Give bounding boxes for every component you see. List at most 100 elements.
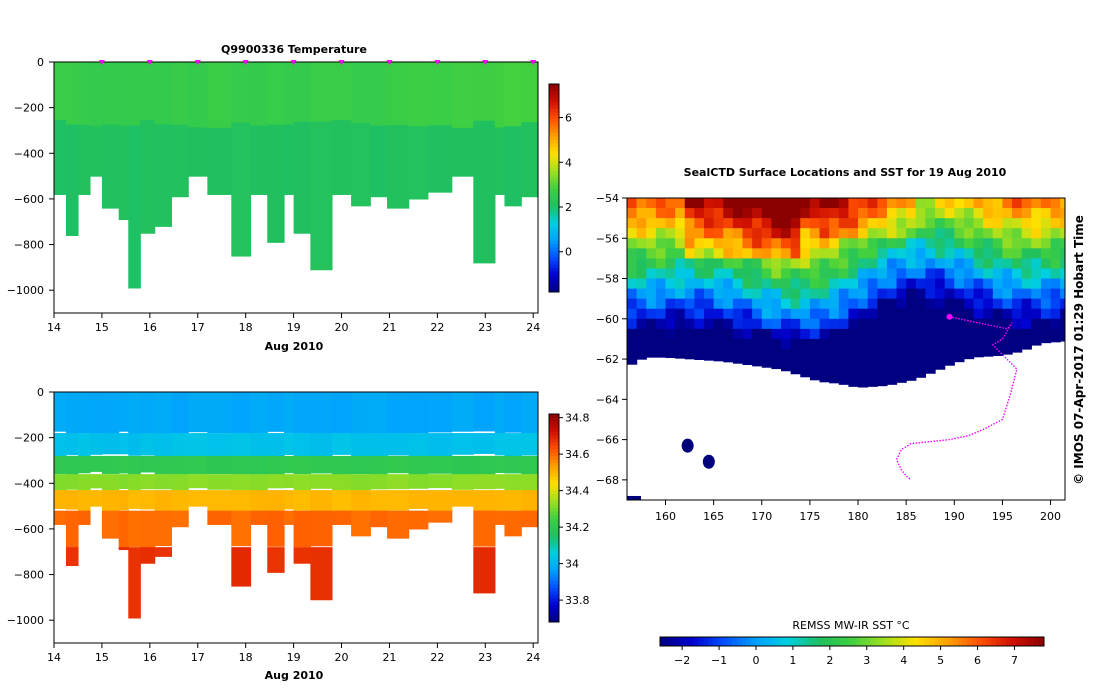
sst-cell <box>886 198 898 209</box>
sst-cell <box>925 248 936 259</box>
map-plot-area <box>627 198 1065 500</box>
sst-cell <box>742 308 753 320</box>
ice-island <box>681 438 694 453</box>
heatmap-cell <box>140 474 156 490</box>
sst-cell <box>800 208 811 219</box>
colorbar-frame <box>548 413 560 623</box>
sst-cell <box>896 248 907 259</box>
sst-cell <box>819 338 830 350</box>
heatmap-cell <box>250 392 268 434</box>
sst-cell <box>838 359 850 370</box>
sst-cell <box>1002 338 1013 350</box>
sst-cell <box>781 328 792 340</box>
sst-cell <box>867 248 878 259</box>
x-tick-label: 14 <box>47 651 61 664</box>
sst-colorbar: −2 −1 0 1 2 3 4 5 6 7 <box>659 636 1045 667</box>
sst-cell <box>771 298 782 310</box>
heatmap-cell <box>65 547 79 567</box>
heatmap-cell <box>284 455 295 474</box>
sst-cell <box>935 318 946 330</box>
colorbar-band <box>760 637 767 646</box>
heatmap-cell <box>310 547 333 601</box>
colorbar-tick-label: 4 <box>565 156 572 169</box>
sst-cell <box>877 308 888 320</box>
sst-cell <box>935 198 946 209</box>
heatmap-cell <box>77 474 91 491</box>
x-tick-label: 17 <box>191 651 205 664</box>
sst-cell <box>752 338 763 350</box>
sst-cell <box>963 218 975 229</box>
sst-cell <box>1021 198 1032 209</box>
sst-cell <box>848 198 859 209</box>
sst-cell <box>723 208 734 219</box>
heatmap-cell <box>504 490 522 511</box>
heatmap-cell <box>54 490 67 509</box>
sst-cell <box>1002 238 1013 249</box>
sst-cell <box>829 198 840 209</box>
heatmap-cell <box>267 474 285 489</box>
profile-marker <box>242 60 249 65</box>
colorbar-band <box>727 637 733 646</box>
sst-cell <box>848 379 859 387</box>
colorbar-band <box>549 274 559 279</box>
sst-cell <box>906 349 917 360</box>
map-x-tick-label: 160 <box>655 510 676 523</box>
heatmap-cell <box>331 474 352 492</box>
colorbar-band <box>549 528 559 533</box>
sst-cell <box>809 208 821 219</box>
sst-cell <box>1031 208 1042 219</box>
sst-cell <box>858 349 869 360</box>
heatmap-cell <box>267 455 285 477</box>
colorbar-band <box>549 184 559 189</box>
sst-cell <box>1031 288 1042 300</box>
sst-cell <box>1040 218 1052 229</box>
sst-cell <box>771 248 782 259</box>
sst-cell <box>877 318 888 330</box>
sst-cell <box>944 258 955 270</box>
colorbar-band <box>549 97 559 102</box>
sst-cell <box>983 288 994 300</box>
sst-cell <box>809 338 821 350</box>
sst-cell <box>665 318 676 330</box>
colorbar-tick-label: 5 <box>937 654 944 667</box>
sst-cell <box>867 298 878 310</box>
colorbar-band <box>549 549 559 554</box>
sst-cell <box>838 238 850 249</box>
heatmap-cell <box>521 122 538 198</box>
sst-cell <box>963 308 975 320</box>
sst-cell <box>1050 328 1061 340</box>
sst-cell <box>1021 218 1032 229</box>
colorbar-band <box>549 153 559 158</box>
sst-cell <box>752 258 763 270</box>
sst-cell <box>781 208 792 219</box>
sst-cell <box>636 278 647 290</box>
sst-cell <box>944 218 955 229</box>
x-tick-label: 17 <box>191 321 205 334</box>
sst-cell <box>704 208 715 219</box>
sst-cell <box>627 338 638 350</box>
colorbar-band <box>660 637 666 646</box>
heatmap-cell <box>504 433 522 457</box>
sst-cell <box>790 278 801 290</box>
sst-cell <box>954 278 965 290</box>
sst-cell <box>704 318 715 330</box>
colorbar-band <box>799 637 805 646</box>
sst-cell <box>694 248 705 259</box>
sst-cell <box>636 238 647 249</box>
sst-cell <box>819 278 830 290</box>
heatmap-cell <box>427 433 453 457</box>
heatmap-cell <box>473 433 496 454</box>
heatmap-cell <box>65 433 79 456</box>
sst-cell <box>704 198 715 209</box>
sst-cell <box>771 288 782 300</box>
sst-cell <box>973 278 984 290</box>
sst-cell <box>1012 298 1023 310</box>
colorbar-band <box>549 125 559 130</box>
sst-cell <box>723 359 734 363</box>
heatmap-cell <box>65 62 79 126</box>
sst-cell <box>1031 268 1042 280</box>
heatmap-cell <box>504 126 522 207</box>
sst-cell <box>1012 218 1023 229</box>
sst-cell <box>694 228 705 239</box>
heatmap-cell <box>188 490 208 507</box>
